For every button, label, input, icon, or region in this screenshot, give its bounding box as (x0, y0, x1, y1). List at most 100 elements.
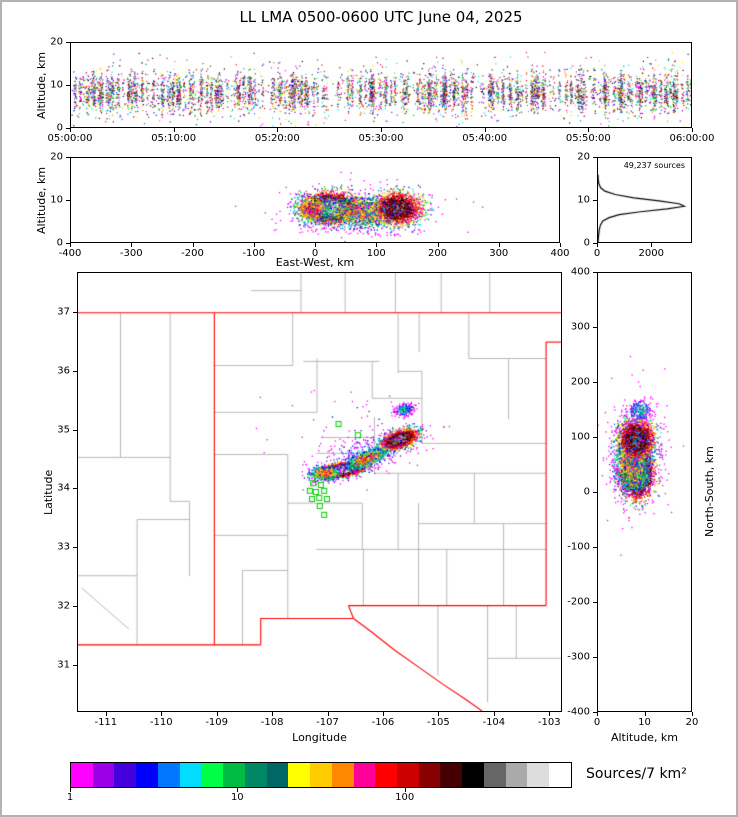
tick-mark (66, 85, 70, 86)
tick-label: 1 (66, 792, 74, 803)
colorbar-cell (440, 763, 463, 787)
tick-label: 200 (570, 376, 590, 388)
colorbar-cell (92, 763, 115, 787)
tick-label: 10 (638, 717, 651, 728)
altitude-histogram-plot (598, 158, 691, 242)
colorbar-cell (527, 763, 550, 787)
figure-title: LL LMA 0500-0600 UTC June 04, 2025 (239, 8, 523, 26)
colorbar-cell (462, 763, 484, 787)
tick-label: 05:10:00 (151, 133, 197, 144)
tick-label: -300 (119, 248, 143, 259)
colorbar-label: Sources/7 km² (586, 766, 687, 782)
tick-label: -108 (260, 717, 284, 728)
colorbar-cell (71, 763, 93, 787)
colorbar-cell (179, 763, 202, 787)
tick-mark (593, 657, 597, 658)
tick-label: 20 (50, 36, 63, 48)
tick-label: 10 (230, 792, 244, 803)
tick-mark (438, 712, 440, 716)
map-xlabel: Longitude (292, 731, 347, 744)
colorbar-cell (331, 763, 354, 787)
tick-label: 37 (57, 306, 70, 318)
tick-label: 05:50:00 (565, 133, 611, 144)
tick-mark (437, 243, 439, 247)
tick-mark (66, 243, 70, 244)
colorbar-cell (375, 763, 398, 787)
tick-label: 0 (56, 237, 63, 249)
tick-label: 100 (366, 248, 386, 259)
tick-mark (382, 712, 384, 716)
colorbar-cell (353, 763, 376, 787)
tick-mark (173, 128, 175, 132)
tick-label: 20 (577, 151, 590, 163)
colorbar-cell (223, 763, 245, 787)
tick-label: 32 (57, 600, 70, 612)
tick-label: 06:00:00 (669, 133, 715, 144)
tick-label: -109 (205, 717, 229, 728)
tick-label: -111 (94, 717, 118, 728)
tick-mark (498, 243, 500, 247)
map-ylabel: Latitude (42, 469, 55, 515)
tick-label: -200 (567, 596, 590, 608)
tick-mark (593, 327, 597, 328)
tick-label: 34 (57, 482, 70, 494)
map-panel (77, 272, 562, 712)
tick-mark (277, 128, 279, 132)
tick-label: 100 (570, 431, 590, 443)
tick-label: 400 (570, 266, 590, 278)
tick-label: -100 (242, 248, 266, 259)
north-south-panel (597, 272, 692, 712)
tick-label: 05:00:00 (47, 133, 93, 144)
tick-mark (692, 712, 693, 716)
tick-label: 20 (50, 151, 63, 163)
tick-label: -400 (567, 706, 590, 718)
tick-label: 20 (685, 717, 699, 728)
tick-mark (593, 157, 597, 158)
tick-mark (272, 712, 274, 716)
tick-mark (593, 547, 597, 548)
colorbar-cell (114, 763, 137, 787)
tick-label: 10 (577, 194, 590, 206)
colorbar-cell (244, 763, 267, 787)
tick-mark (192, 243, 194, 247)
tick-mark (593, 200, 597, 201)
tick-mark (161, 712, 163, 716)
colorbar-cell (397, 763, 419, 787)
tick-label: 0 (593, 717, 601, 728)
colorbar-cell (201, 763, 224, 787)
tick-label: -106 (371, 717, 395, 728)
tick-label: -104 (482, 717, 506, 728)
tick-mark (66, 42, 70, 43)
tick-mark (593, 492, 597, 493)
colorbar-cell (549, 763, 571, 787)
tick-mark (253, 243, 255, 247)
tick-label: 400 (550, 248, 570, 259)
tick-label: 35 (57, 424, 70, 436)
colorbar-cell (288, 763, 311, 787)
tick-label: 10 (50, 79, 63, 91)
tick-mark (70, 243, 71, 247)
tick-label: -400 (58, 248, 82, 259)
time-height-panel (70, 42, 692, 128)
tick-label: 0 (311, 248, 319, 259)
tick-label: 300 (489, 248, 509, 259)
colorbar-cell (483, 763, 506, 787)
tick-label: -300 (567, 651, 590, 663)
tick-label: 10 (50, 194, 63, 206)
colorbar-cell (418, 763, 441, 787)
tick-mark (73, 606, 77, 608)
map-plot (78, 273, 561, 711)
tick-mark (593, 382, 597, 383)
tick-mark (376, 243, 378, 247)
tick-mark (593, 243, 597, 244)
tick-mark (593, 712, 597, 713)
tick-label: 31 (57, 659, 70, 671)
north-south-xlabel: Altitude, km (610, 731, 679, 744)
colorbar-cell (505, 763, 528, 787)
tick-mark (66, 157, 70, 158)
tick-mark (73, 664, 77, 666)
tick-mark (597, 712, 598, 716)
tick-mark (692, 128, 693, 132)
tick-mark (315, 243, 316, 247)
